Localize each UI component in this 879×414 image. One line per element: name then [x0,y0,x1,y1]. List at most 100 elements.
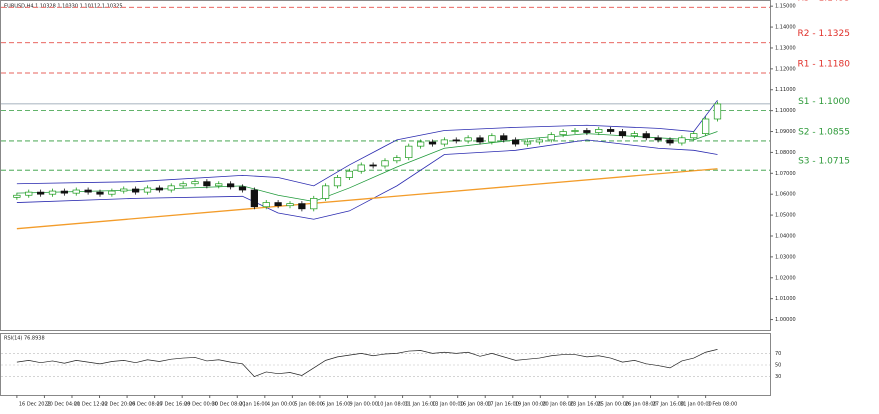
candle-body [96,191,104,195]
candle-body [369,164,377,167]
level-label: R3 - 1.1495 [798,0,850,4]
y-tick-label: 1.04000 [775,233,796,239]
candle-body [678,137,686,144]
candle-body [666,139,674,144]
x-tick-label: 13 Jan 00:00 [432,402,464,408]
candle-body [191,181,199,185]
level-label: S3 - 1.0715 [798,157,850,167]
x-tick-label: 17 Jan 16:00 [487,402,519,408]
candle-body [702,118,710,134]
candle-body [155,187,163,191]
candle-body [322,185,330,199]
candle-body [143,187,152,193]
x-tick-label: 27 Dec 16:00 [157,402,191,408]
candle-body [108,190,116,195]
candle-body [583,130,591,133]
x-tick-label: 31 Jan 00:00 [680,402,712,408]
chart-title: EURUSD,H4 1.10328 1.10330 1.10112 1.1032… [4,4,123,10]
y-tick-label: 1.15000 [775,4,796,10]
candle-body [179,183,187,187]
candle-body [215,183,223,187]
x-tick-label: 16 Jan 08:00 [460,402,492,408]
y-tick-label: 1.12000 [775,66,796,72]
candle-body [310,198,318,210]
price-panel [0,0,771,331]
candle-body [238,186,247,191]
x-tick-label: 11 Jan 16:00 [405,402,437,408]
candle-body [132,188,140,193]
level-label: S1 - 1.1000 [798,97,850,107]
candle-body [120,188,128,192]
rsi-panel [0,333,771,396]
rsi-tick-label: 70 [775,351,781,357]
candle-body [393,157,401,162]
y-tick-label: 1.08000 [775,150,796,156]
candle-body [25,191,33,196]
candle-body [13,194,21,198]
candle-body [417,141,425,147]
candle-body [713,103,722,120]
candle-body [381,160,389,167]
x-tick-label: 20 Dec 04:00 [46,402,80,408]
x-tick-label: 6 Jan 16:00 [322,402,350,408]
candle-body [654,137,662,141]
x-tick-label: 21 Dec 12:00 [74,402,108,408]
indicator-line [16,168,718,230]
candle-body [203,181,211,187]
candle-body [607,129,615,132]
candle-body [630,133,638,137]
candle-body [559,131,567,136]
candle-body [428,141,437,145]
candle-body [333,177,342,187]
y-tick-label: 1.03000 [775,254,796,260]
y-tick-label: 1.02000 [775,275,796,281]
candle-body [72,189,80,194]
candle-body [227,183,235,188]
candle-body [476,137,484,143]
candle-body [535,139,543,143]
x-tick-label: 30 Dec 08:00 [212,402,246,408]
candle-body [274,202,282,207]
x-tick-label: 25 Jan 00:00 [597,402,629,408]
x-tick-label: 20 Jan 08:00 [542,402,574,408]
candle-body [595,129,603,133]
candle-body [48,190,57,195]
indicator-line [16,99,718,187]
y-tick-label: 1.07000 [775,171,796,177]
candle-body [37,191,45,195]
candle-body [523,141,532,145]
candle-body [452,139,460,142]
candle-body [298,203,306,210]
x-tick-label: 2 Jan 16:00 [239,402,267,408]
rsi-tick-label: 50 [775,363,781,369]
y-tick-label: 1.13000 [775,45,796,51]
candle-body [286,203,294,207]
y-tick-label: 1.00000 [775,317,796,323]
x-tick-label: 22 Dec 20:00 [102,402,136,408]
x-tick-label: 27 Jan 16:00 [653,402,685,408]
candle-body [84,189,92,193]
candle-body [405,145,413,158]
x-tick-label: 4 Jan 00:00 [267,402,295,408]
candle-body [488,135,496,143]
x-tick-label: 10 Jan 08:00 [377,402,409,408]
x-tick-label: 1 Feb 08:00 [708,402,738,408]
y-tick-label: 1.09000 [775,129,796,135]
candle-body [547,134,555,141]
candle-body [642,133,650,139]
candle-body [618,131,627,137]
level-label: R2 - 1.1325 [798,29,850,39]
candle-body [464,137,472,142]
x-tick-label: 26 Jan 08:00 [625,402,657,408]
rsi-title: RSI(14) 76.8938 [4,336,45,342]
y-tick-label: 1.05000 [775,213,796,219]
candle-body [250,189,258,208]
candle-body [500,135,508,141]
x-tick-label: 16 Dec 2022 [19,402,51,408]
candle-body [440,139,448,145]
x-tick-label: 9 Jan 00:00 [349,402,377,408]
candle-body [690,133,698,139]
x-tick-label: 19 Jan 00:00 [515,402,547,408]
rsi-line [16,349,718,378]
rsi-tick-label: 30 [775,374,781,380]
